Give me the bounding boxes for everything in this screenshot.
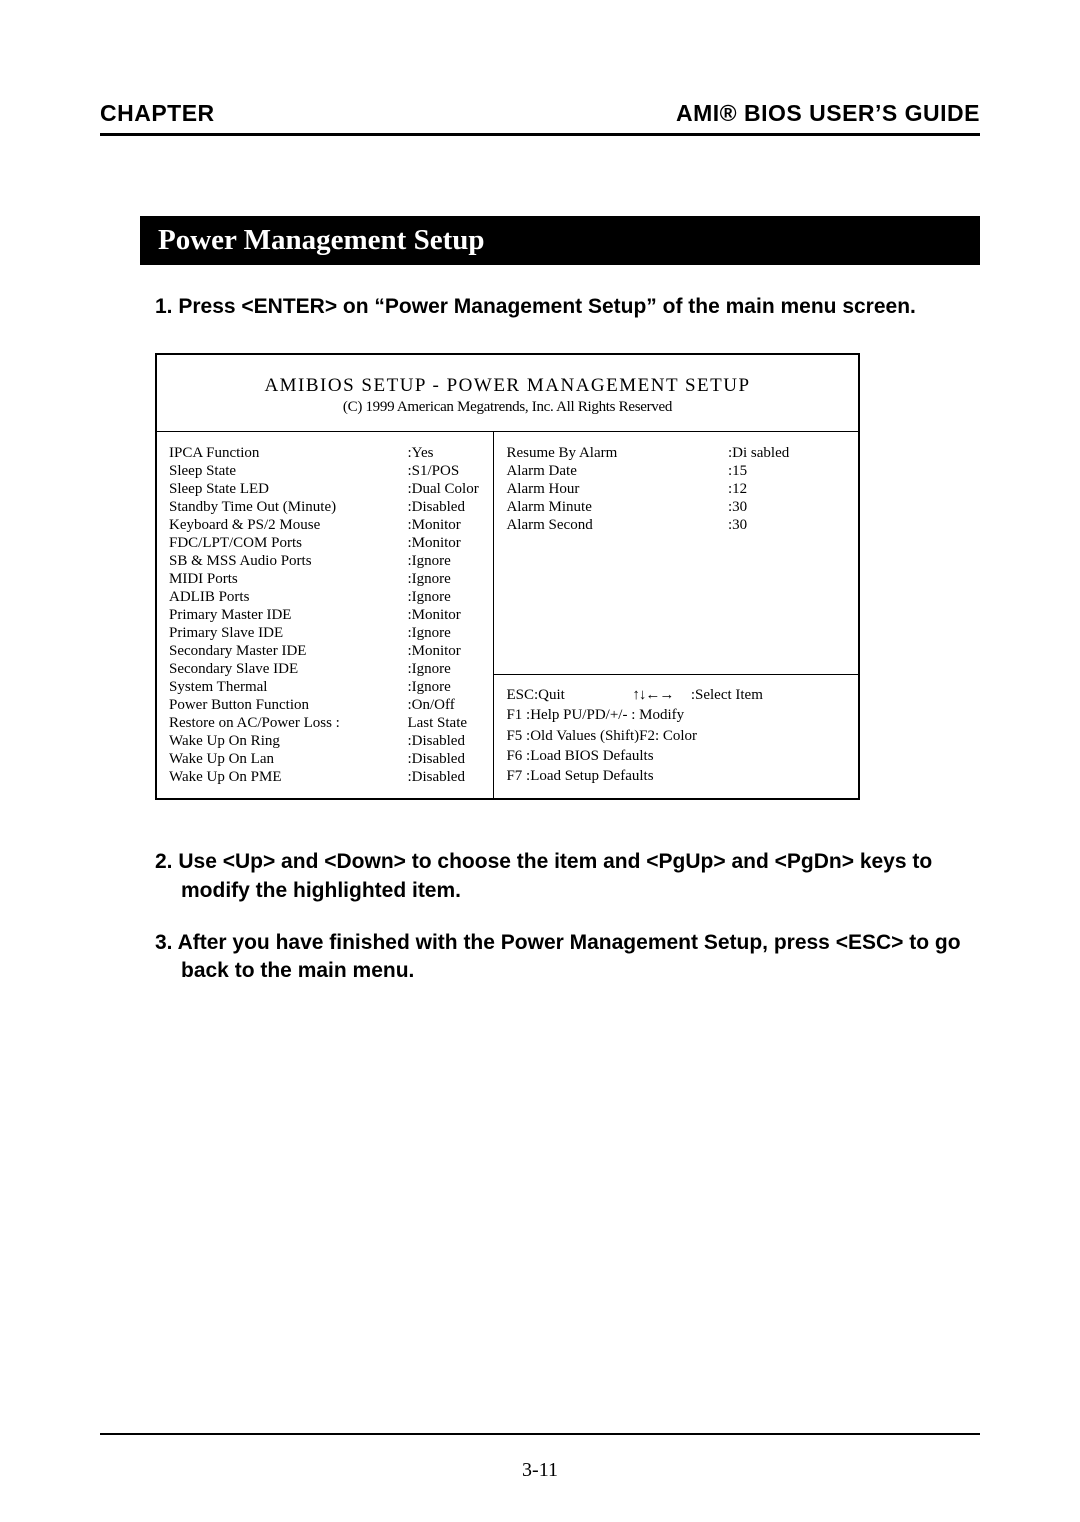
setting-label: Secondary Slave IDE	[169, 660, 407, 678]
setting-value: :30	[728, 516, 848, 534]
setting-label: Wake Up On Ring	[169, 732, 407, 750]
setting-label: FDC/LPT/COM Ports	[169, 534, 407, 552]
setting-value: :Disabled	[407, 750, 483, 768]
setting-row: Sleep State LED:Dual Color	[169, 480, 483, 498]
setting-value: :Monitor	[407, 516, 483, 534]
help-select: :Select Item	[691, 687, 763, 703]
setting-row: Restore on AC/Power Loss : Last State	[169, 714, 483, 732]
setting-label: Alarm Second	[506, 516, 728, 534]
setting-value: :Ignore	[407, 588, 483, 606]
setting-label: Secondary Master IDE	[169, 642, 407, 660]
setting-value: :Disabled	[407, 732, 483, 750]
setting-row: Alarm Date :15	[506, 462, 848, 480]
bios-screenshot: AMIBIOS SETUP - POWER MANAGEMENT SETUP (…	[155, 353, 860, 800]
instruction-2: 2. Use <Up> and <Down> to choose the ite…	[155, 848, 970, 905]
setting-row: Alarm Minute :30	[506, 498, 848, 516]
setting-row: Resume By Alarm:Di sabled	[506, 444, 848, 462]
setting-row: ADLIB Ports:Ignore	[169, 588, 483, 606]
setting-value: :Monitor	[407, 606, 483, 624]
setting-value: :Ignore	[407, 570, 483, 588]
setting-label: ADLIB Ports	[169, 588, 407, 606]
bios-help-box: ESC:Quit ↑↓←→ :Select Item F1 :Help PU/P…	[494, 674, 858, 798]
setting-row: Power Button Function:On/Off	[169, 696, 483, 714]
setting-label: MIDI Ports	[169, 570, 407, 588]
arrow-icons: ↑↓←→	[632, 687, 673, 703]
setting-row: SB & MSS Audio Ports:Ignore	[169, 552, 483, 570]
page-footer: 3-11	[100, 1433, 980, 1482]
setting-row: Keyboard & PS/2 Mouse:Monitor	[169, 516, 483, 534]
setting-label: Resume By Alarm	[506, 444, 728, 462]
setting-value: :15	[728, 462, 848, 480]
setting-row: Wake Up On PME:Disabled	[169, 768, 483, 786]
help-line: F5 :Old Values (Shift)F2: Color	[506, 726, 848, 746]
setting-label: Alarm Date	[506, 462, 728, 480]
bios-copyright: (C) 1999 American Megatrends, Inc. All R…	[167, 399, 848, 416]
help-line: F6 :Load BIOS Defaults	[506, 746, 848, 766]
setting-value: Last State	[407, 714, 483, 732]
setting-value: :Ignore	[407, 552, 483, 570]
setting-label: Alarm Hour	[506, 480, 728, 498]
setting-value: :On/Off	[407, 696, 483, 714]
bios-right-top: Resume By Alarm:Di sabled Alarm Date :15…	[494, 432, 858, 674]
setting-label: IPCA Function	[169, 444, 407, 462]
setting-value: :Monitor	[407, 642, 483, 660]
header-chapter: CHAPTER	[100, 100, 215, 127]
setting-row: Secondary Master IDE:Monitor	[169, 642, 483, 660]
help-line: F7 :Load Setup Defaults	[506, 766, 848, 786]
setting-row: Wake Up On Lan:Disabled	[169, 750, 483, 768]
setting-label: Standby Time Out (Minute)	[169, 498, 407, 516]
setting-row: Primary Slave IDE:Ignore	[169, 624, 483, 642]
setting-value: :Ignore	[407, 624, 483, 642]
setting-row: Sleep State:S1/POS	[169, 462, 483, 480]
section-title-bar: Power Management Setup	[140, 216, 980, 265]
setting-value: :Ignore	[407, 660, 483, 678]
help-line: F1 :Help PU/PD/+/- : Modify	[506, 705, 848, 725]
header-guide-title: AMI® BIOS USER’S GUIDE	[676, 100, 980, 127]
setting-value: :Yes	[407, 444, 483, 462]
bios-left-column: IPCA Function:Yes Sleep State:S1/POS Sle…	[157, 432, 493, 798]
setting-value: :Ignore	[407, 678, 483, 696]
setting-value: :Disabled	[407, 498, 483, 516]
page-header: CHAPTER AMI® BIOS USER’S GUIDE	[100, 100, 980, 136]
setting-value: :Di sabled	[728, 444, 848, 462]
setting-label: Wake Up On Lan	[169, 750, 407, 768]
setting-label: Sleep State	[169, 462, 407, 480]
setting-label: Power Button Function	[169, 696, 407, 714]
setting-label: Wake Up On PME	[169, 768, 407, 786]
bios-right-column: Resume By Alarm:Di sabled Alarm Date :15…	[493, 432, 858, 798]
setting-row: Secondary Slave IDE:Ignore	[169, 660, 483, 678]
setting-row: FDC/LPT/COM Ports:Monitor	[169, 534, 483, 552]
setting-value: :S1/POS	[407, 462, 483, 480]
setting-value: :30	[728, 498, 848, 516]
setting-label: Primary Master IDE	[169, 606, 407, 624]
setting-label: Alarm Minute	[506, 498, 728, 516]
bios-title: AMIBIOS SETUP - POWER MANAGEMENT SETUP	[167, 375, 848, 397]
setting-value: :12	[728, 480, 848, 498]
setting-value: :Dual Color	[407, 480, 483, 498]
setting-label: Primary Slave IDE	[169, 624, 407, 642]
setting-row: IPCA Function:Yes	[169, 444, 483, 462]
bios-body: IPCA Function:Yes Sleep State:S1/POS Sle…	[157, 431, 858, 798]
setting-row: Primary Master IDE:Monitor	[169, 606, 483, 624]
setting-row: Standby Time Out (Minute):Disabled	[169, 498, 483, 516]
bios-title-area: AMIBIOS SETUP - POWER MANAGEMENT SETUP (…	[157, 355, 858, 416]
instruction-1: 1. Press <ENTER> on “Power Management Se…	[155, 293, 970, 321]
setting-row: MIDI Ports:Ignore	[169, 570, 483, 588]
page-number: 3-11	[522, 1459, 558, 1481]
setting-label: Keyboard & PS/2 Mouse	[169, 516, 407, 534]
setting-row: Alarm Hour :12	[506, 480, 848, 498]
instruction-3: 3. After you have finished with the Powe…	[155, 929, 970, 986]
setting-label: SB & MSS Audio Ports	[169, 552, 407, 570]
setting-row: Wake Up On Ring:Disabled	[169, 732, 483, 750]
setting-label: System Thermal	[169, 678, 407, 696]
setting-value: :Disabled	[407, 768, 483, 786]
help-esc: ESC:Quit	[506, 687, 564, 703]
setting-row: System Thermal:Ignore	[169, 678, 483, 696]
setting-label: Restore on AC/Power Loss :	[169, 714, 407, 732]
setting-row: Alarm Second :30	[506, 516, 848, 534]
bios-box: AMIBIOS SETUP - POWER MANAGEMENT SETUP (…	[155, 353, 860, 800]
help-line: ESC:Quit ↑↓←→ :Select Item	[506, 685, 848, 705]
setting-label: Sleep State LED	[169, 480, 407, 498]
setting-value: :Monitor	[407, 534, 483, 552]
